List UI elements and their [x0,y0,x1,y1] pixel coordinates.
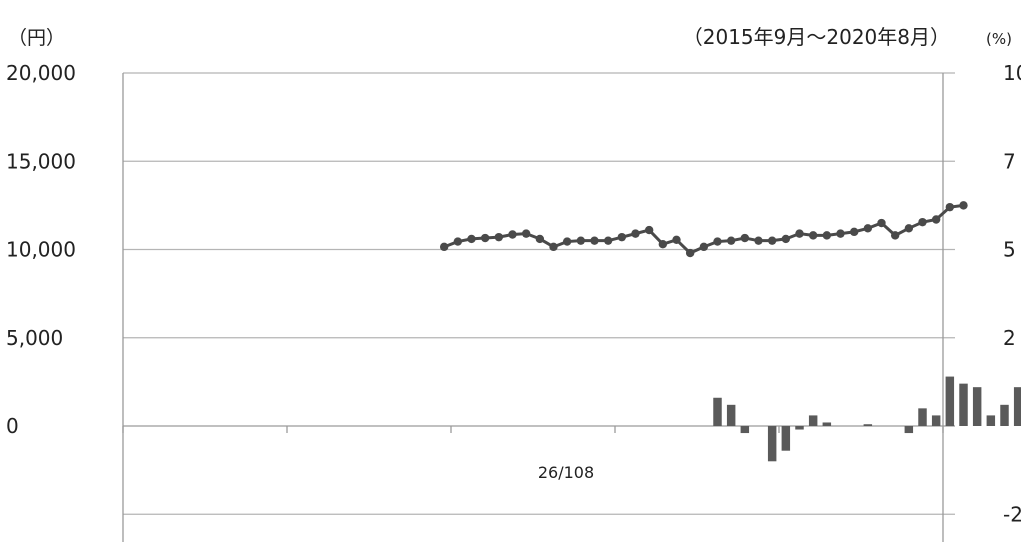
bar [918,408,927,426]
bar [795,426,804,430]
line-point [549,242,558,252]
line-point [480,233,490,243]
line-point [590,236,599,245]
line-point [713,237,722,246]
bar [972,387,982,426]
right-tick-label: 5 [1003,238,1016,262]
bar [822,422,832,426]
left-tick-label: 15,000 [6,149,76,173]
line-point [918,217,927,227]
left-tick-label: 0 [6,414,19,438]
right-tick-label: 2 [1003,326,1016,350]
left-tick-label: 10,000 [6,238,76,262]
right-tick-label: -2 [1003,502,1021,526]
line-point [945,202,955,212]
left-axis-unit: （円） [8,27,65,49]
right-tick-label: 7 [1003,149,1016,173]
line-point [754,236,763,245]
page-number: 26/108 [538,463,594,482]
line-point [931,215,941,224]
bar [713,397,722,426]
line-point [726,236,736,245]
line-point [672,235,681,244]
line-point [849,227,859,237]
left-tick-label: 20,000 [6,61,76,85]
line-point [467,234,476,244]
line-point [535,234,545,244]
line-point [658,240,668,249]
gridlines [123,72,955,515]
right-tick-label: 10 [1003,61,1021,85]
line-point [603,236,613,245]
line-point [904,224,914,233]
bar [863,424,873,426]
line-point [959,201,968,210]
bar [945,376,955,426]
bar [986,415,996,426]
bar [726,404,736,426]
line-point [685,248,695,258]
period-label: （2015年9月～2020年8月） [683,25,950,49]
line-point [781,234,791,244]
bar [740,426,750,434]
bar [808,415,818,426]
line-point [631,229,640,238]
bar [959,383,968,426]
line-point [439,242,449,252]
line-point [890,231,900,240]
line-point [494,232,504,242]
line-point [877,218,886,228]
line-point [863,224,873,233]
line-point [808,231,818,240]
right-axis-unit: (%) [986,30,1012,48]
bar [767,426,777,462]
bar [931,415,941,426]
line-point [521,229,531,238]
tick-labels: 0 5,000 10,000 15,000 20,000 -2 2 5 7 10 [6,61,1021,526]
line-point [576,236,586,245]
line-point [453,237,463,246]
line-point [822,231,832,240]
bar [904,426,914,434]
line-point [767,236,777,245]
line-series [439,201,968,258]
line-point [740,233,750,243]
left-tick-label: 5,000 [6,326,63,350]
bar [781,426,791,451]
bar [1000,404,1009,426]
bar [1013,387,1021,426]
line-point [795,229,804,238]
line-point [699,242,709,252]
line-point [617,232,627,242]
line-point [508,230,517,239]
line-point [562,237,572,246]
bar-series [713,376,1021,462]
line-point [836,229,845,238]
line-point [644,225,654,235]
